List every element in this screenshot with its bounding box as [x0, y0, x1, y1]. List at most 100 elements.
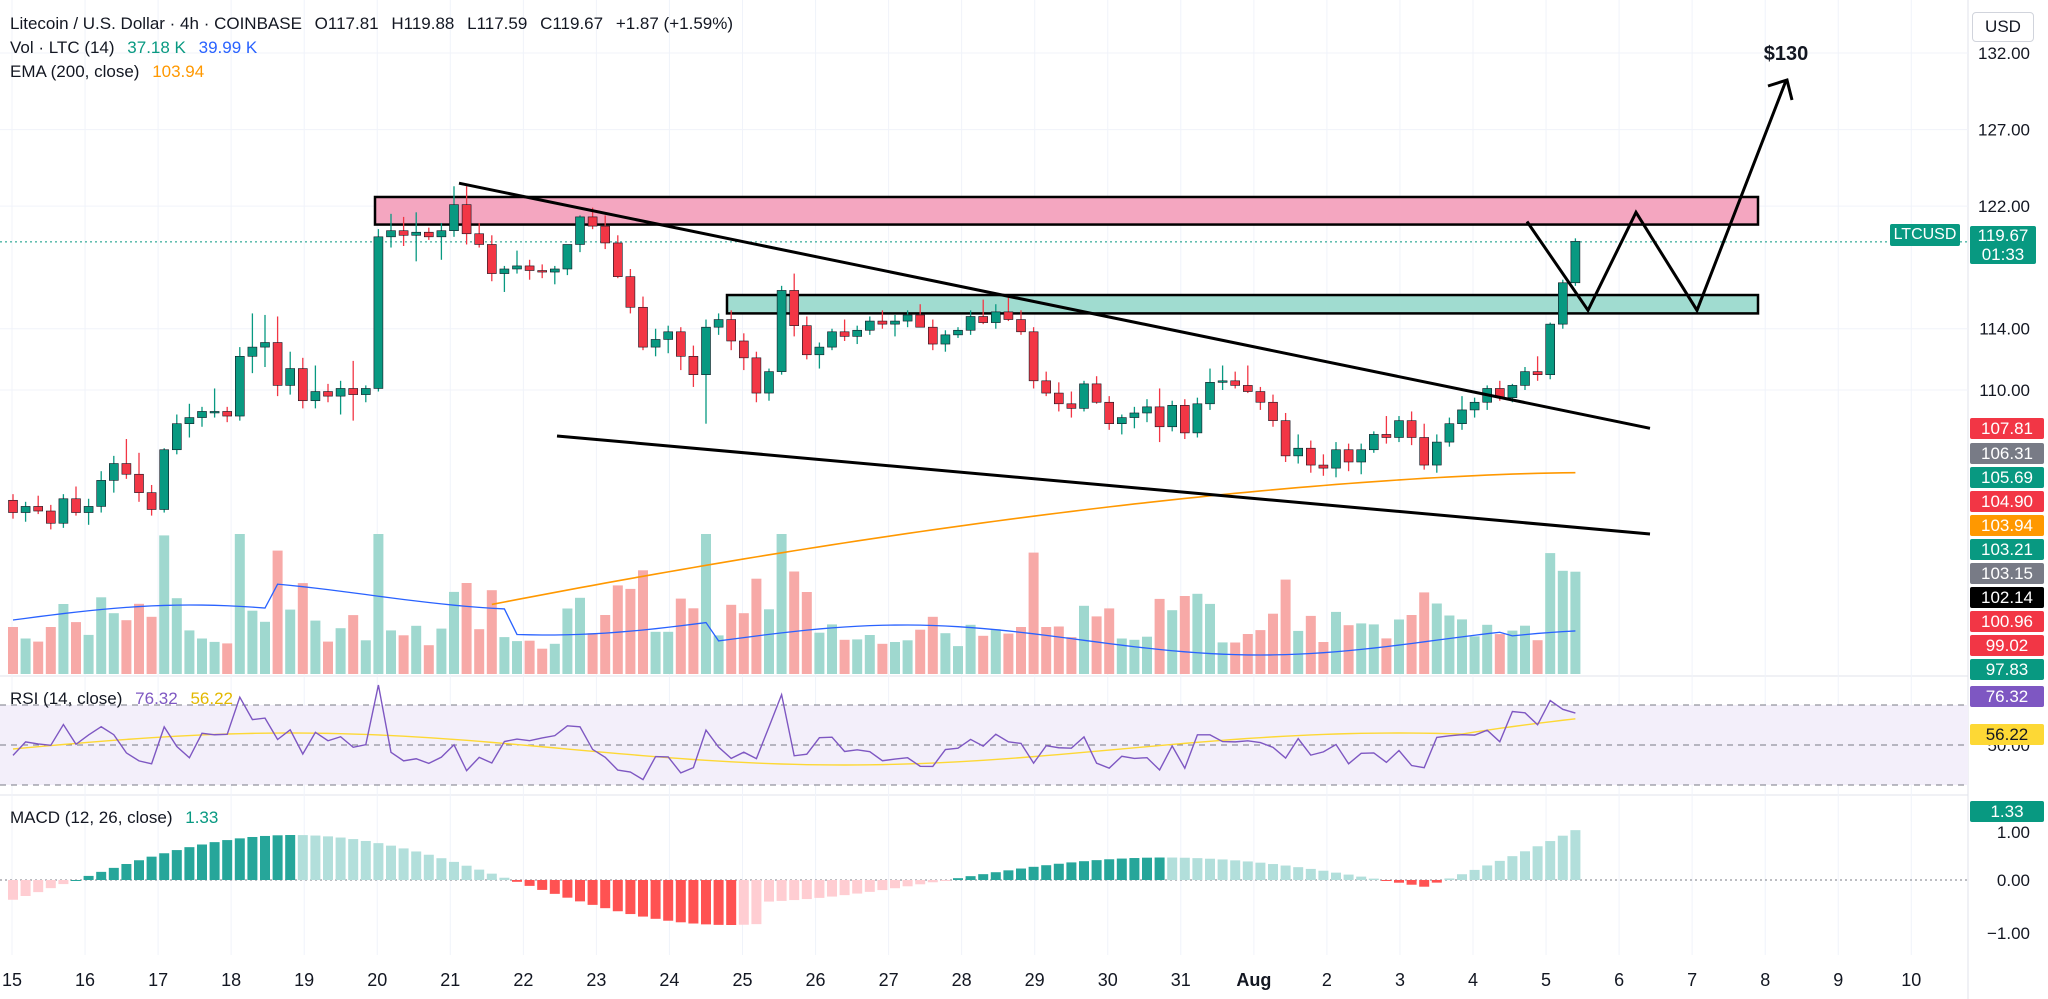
- macd-histogram-bar: [1343, 874, 1354, 880]
- macd-histogram-bar: [562, 880, 573, 898]
- macd-axis-label: 1.00: [1997, 823, 2030, 842]
- macd-histogram-bar: [197, 844, 207, 880]
- rsi-line: [12, 684, 1576, 781]
- volume-bar: [386, 630, 396, 674]
- candle-body: [701, 326, 711, 375]
- x-axis-label: 4: [1468, 970, 1478, 990]
- candle-body: [1356, 449, 1366, 463]
- candle-body: [310, 391, 321, 402]
- macd-histogram-bar: [902, 880, 913, 887]
- macd-histogram-bar: [1104, 859, 1115, 880]
- candle-body: [1318, 464, 1329, 469]
- macd-histogram-bar: [486, 873, 497, 880]
- macd-histogram-bar: [1507, 856, 1518, 880]
- candle-body: [965, 316, 976, 331]
- volume-bar: [1003, 633, 1014, 674]
- macd-histogram-bar: [726, 880, 737, 925]
- candle-body: [1154, 406, 1165, 428]
- x-axis-label: 21: [440, 970, 460, 990]
- price-tag: 102.14: [1970, 587, 2044, 608]
- macd-histogram-bar: [360, 840, 371, 880]
- macd-histogram-bar: [449, 861, 459, 880]
- volume-bar: [688, 608, 699, 674]
- volume-bar: [902, 640, 913, 674]
- last-price: 119.67: [1977, 226, 2029, 245]
- rsi-label[interactable]: RSI (14, close): [10, 689, 123, 708]
- candle-body: [411, 231, 422, 236]
- volume-bar: [801, 592, 812, 674]
- macd-histogram-bar: [1192, 858, 1203, 880]
- candle-body: [146, 492, 157, 510]
- candle-body: [940, 334, 951, 345]
- macd-histogram-bar: [1003, 870, 1014, 880]
- macd-histogram-bar: [1230, 860, 1241, 880]
- zone-resistance: [373, 195, 1760, 226]
- volume-bar: [360, 640, 371, 674]
- macd-histogram-bar: [285, 835, 296, 880]
- volume-bar: [814, 632, 825, 674]
- volume-label[interactable]: Vol · LTC (14): [10, 38, 115, 57]
- x-axis-label: 5: [1541, 970, 1551, 990]
- legend-ema: EMA (200, close) 103.94: [10, 62, 212, 82]
- x-axis-label: 30: [1098, 970, 1118, 990]
- rsi-value-tag: 76.32: [1970, 686, 2044, 707]
- candle-body: [1217, 380, 1228, 383]
- candle-body: [348, 388, 359, 395]
- price-axis-label: 132.00: [1978, 44, 2030, 63]
- macd-histogram-bar: [1532, 846, 1543, 880]
- volume-bar: [1091, 616, 1102, 674]
- candle-body: [1079, 383, 1089, 409]
- candle-body: [1142, 406, 1152, 414]
- macd-histogram-bar: [990, 872, 1001, 880]
- candle-body: [764, 371, 774, 394]
- macd-histogram-bar: [1053, 863, 1064, 880]
- candle-body: [1507, 385, 1518, 398]
- volume-bar: [650, 631, 661, 674]
- symbol-title[interactable]: Litecoin / U.S. Dollar · 4h · COINBASE: [10, 14, 302, 33]
- candle-body: [789, 290, 800, 326]
- candle-body: [625, 276, 636, 308]
- macd-histogram-bar: [915, 880, 926, 885]
- volume-bar: [789, 571, 800, 674]
- volume-bar: [1167, 610, 1178, 674]
- price-tag: 100.96: [1970, 611, 2044, 632]
- volume-bar: [612, 585, 623, 674]
- price-tag: 103.15: [1970, 563, 2044, 584]
- macd-histogram-bar: [184, 847, 195, 880]
- candle-body: [1558, 282, 1568, 325]
- candle-body: [1570, 241, 1581, 284]
- macd-histogram-bar: [1041, 865, 1052, 880]
- macd-histogram-bar: [71, 880, 81, 881]
- macd-histogram-bar: [1255, 862, 1266, 880]
- volume-bar: [1217, 642, 1228, 674]
- volume-bar: [1343, 625, 1354, 674]
- candle-body: [1167, 405, 1177, 428]
- currency-button[interactable]: USD: [1972, 12, 2034, 42]
- candle-body: [386, 230, 396, 238]
- volume-bar: [1469, 636, 1480, 674]
- volume-bar: [978, 635, 989, 674]
- volume-bar: [373, 534, 384, 674]
- x-axis-label: 31: [1171, 970, 1191, 990]
- candle-body: [612, 242, 623, 277]
- x-axis-label: 19: [294, 970, 314, 990]
- macd-histogram-bar: [587, 880, 598, 905]
- candle-body: [1016, 319, 1026, 333]
- macd-histogram-bar: [864, 880, 875, 892]
- macd-histogram-bar: [474, 869, 485, 880]
- volume-bar: [1318, 642, 1329, 674]
- macd-histogram-bar: [1356, 876, 1367, 880]
- candle-body: [172, 423, 182, 451]
- macd-histogram-bar: [953, 878, 963, 880]
- macd-histogram-bar: [1142, 857, 1152, 880]
- macd-label[interactable]: MACD (12, 26, close): [10, 808, 173, 827]
- macd-histogram-bar: [537, 880, 548, 890]
- candle-body: [45, 510, 56, 524]
- candle-body: [864, 320, 875, 331]
- ema-label[interactable]: EMA (200, close): [10, 62, 140, 81]
- macd-histogram-bar: [1457, 874, 1467, 880]
- candle-body: [423, 231, 434, 238]
- volume-bar: [1419, 592, 1430, 674]
- x-axis-label: 26: [806, 970, 826, 990]
